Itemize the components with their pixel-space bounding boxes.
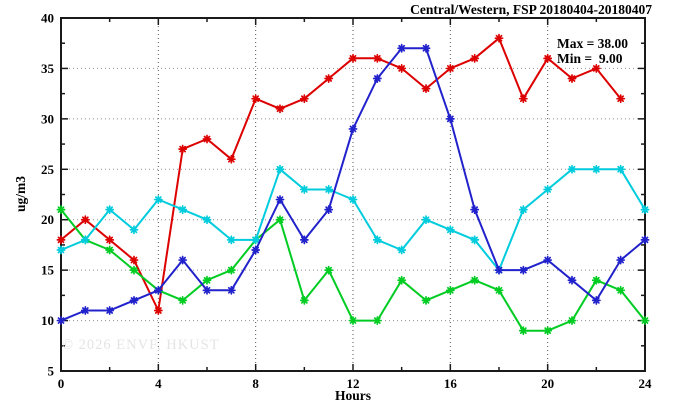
series-red-markers [56,33,626,315]
y-tick-label: 20 [41,212,54,227]
y-tick-label: 35 [41,61,55,76]
x-tick-label: 12 [347,376,360,391]
x-tick-label: 8 [252,376,259,391]
min-value-label: Min = 9.00 [557,51,623,66]
y-tick-label: 15 [41,263,55,278]
max-value-label: Max = 38.00 [557,36,629,51]
x-axis-label: Hours [334,388,372,403]
watermark: © 2026 ENVF, HKUST [62,337,220,353]
y-tick-label: 25 [41,162,55,177]
x-tick-label: 0 [58,376,65,391]
y-tick-label: 5 [48,364,55,379]
series-red-line [60,37,622,312]
x-tick-label: 16 [444,376,458,391]
y-tick-label: 40 [41,11,54,26]
y-tick-label: 10 [41,313,54,328]
series-blue-markers [56,43,650,326]
series-blue-line [60,47,646,322]
x-tick-label: 4 [155,376,162,391]
max-min-annotation: Max = 38.00 Min = 9.00 [557,36,628,66]
y-tick-label: 30 [41,111,54,126]
x-tick-label: 24 [639,376,653,391]
chart-title: Central/Western, FSP 20180404-20180407 [410,2,652,17]
series-cyan-markers [56,164,650,275]
y-axis-label: ug/m3 [13,175,28,213]
x-tick-label: 20 [541,376,554,391]
